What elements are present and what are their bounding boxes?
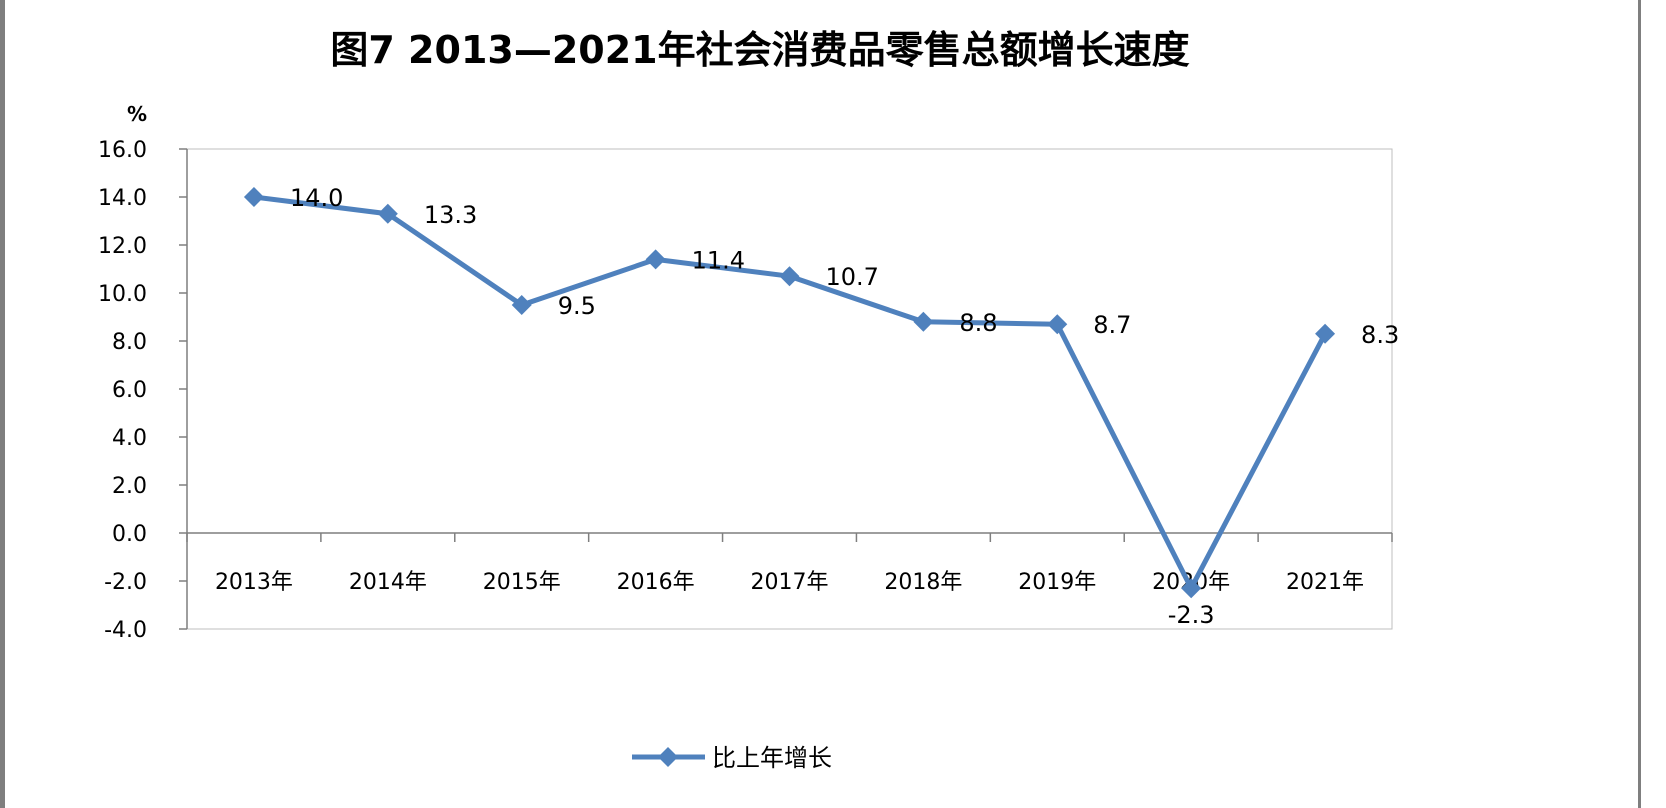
legend: 比上年增长 bbox=[632, 744, 832, 772]
data-label: -2.3 bbox=[1168, 601, 1215, 629]
data-label: 9.5 bbox=[558, 292, 596, 320]
data-label: 8.7 bbox=[1093, 311, 1131, 339]
data-label-layer: 14.0 13.3 9.5 11.4 10.7 8.8 8.7 -2.3 8.3 bbox=[290, 184, 1399, 629]
data-label: 8.8 bbox=[959, 309, 997, 337]
y-tick-label: 10.0 bbox=[98, 282, 147, 307]
data-label: 8.3 bbox=[1361, 321, 1399, 349]
y-tick-label: -2.0 bbox=[104, 570, 147, 595]
data-point-marker bbox=[511, 295, 532, 315]
data-point-marker bbox=[779, 266, 800, 287]
plot-area-border bbox=[186, 148, 1393, 630]
x-axis: 2013年2014年2015年2016年2017年2018年2019年2020年… bbox=[186, 532, 1393, 595]
data-label: 14.0 bbox=[290, 184, 343, 212]
x-tick-label: 2018年 bbox=[884, 570, 962, 595]
left-border bbox=[0, 0, 5, 808]
y-tick-label: 0.0 bbox=[112, 522, 147, 547]
x-tick-label: 2014年 bbox=[349, 570, 427, 595]
y-tick-label: 16.0 bbox=[98, 138, 147, 163]
x-tick-label: 2015年 bbox=[483, 570, 561, 595]
legend-diamond-marker bbox=[658, 747, 678, 767]
series-layer bbox=[243, 187, 1336, 599]
series-line bbox=[253, 194, 1328, 591]
x-tick-label: 2016年 bbox=[617, 570, 695, 595]
y-tick-label: 8.0 bbox=[112, 330, 147, 355]
data-point-marker bbox=[913, 311, 934, 332]
y-tick-label: 2.0 bbox=[112, 474, 147, 499]
right-border bbox=[1638, 0, 1666, 808]
y-tick-label: 12.0 bbox=[98, 234, 147, 259]
x-tick-label: 2013年 bbox=[215, 570, 293, 595]
legend-series-name: 比上年增长 bbox=[712, 744, 832, 772]
data-label: 11.4 bbox=[692, 246, 745, 274]
y-tick-label: 6.0 bbox=[112, 378, 147, 403]
y-tick-label: -4.0 bbox=[104, 618, 147, 643]
plot-area bbox=[186, 148, 1393, 630]
data-point-marker bbox=[1047, 314, 1068, 335]
y-tick-label: 14.0 bbox=[98, 186, 147, 211]
chart-title: 图7 2013—2021年社会消费品零售总额增长速度 bbox=[330, 28, 1189, 72]
data-point-marker bbox=[645, 249, 666, 270]
x-tick-label: 2017年 bbox=[751, 570, 829, 595]
data-point-marker bbox=[1315, 323, 1336, 344]
y-tick-label: 4.0 bbox=[112, 426, 147, 451]
x-tick-label: 2019年 bbox=[1018, 570, 1096, 595]
data-label: 10.7 bbox=[826, 263, 879, 291]
data-point-marker bbox=[377, 203, 398, 224]
x-tick-label: 2021年 bbox=[1286, 570, 1364, 595]
y-axis: 16.0 14.0 12.0 10.0 8.0 6.0 4.0 2.0 0.0 -2.0 -4.0 bbox=[98, 138, 188, 643]
y-axis-unit-label: % bbox=[127, 102, 147, 126]
data-point-marker bbox=[243, 187, 264, 207]
data-point-marker bbox=[1181, 578, 1202, 599]
data-label: 13.3 bbox=[424, 201, 477, 229]
